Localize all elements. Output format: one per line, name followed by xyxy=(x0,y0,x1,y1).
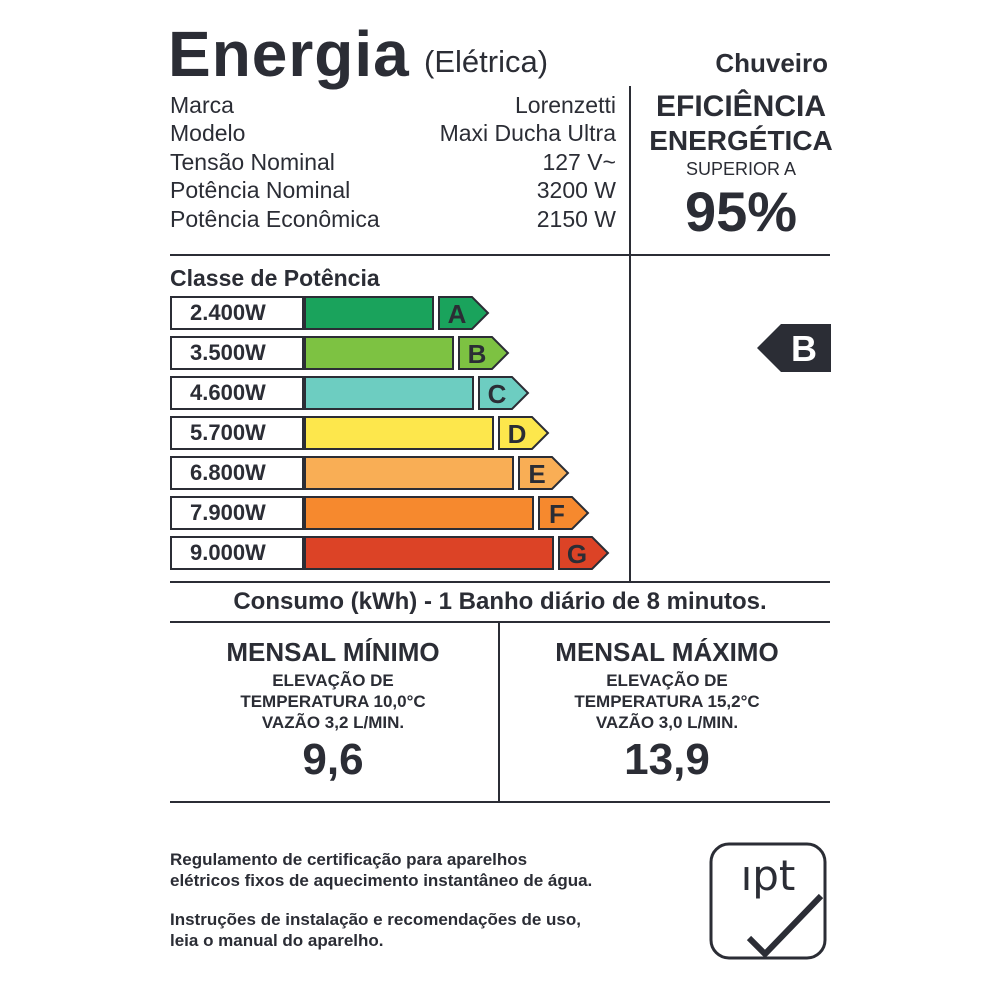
power-class-arrow: A xyxy=(438,296,490,330)
power-class-label: 2.400W xyxy=(170,296,304,330)
spec-value: 3200 W xyxy=(536,177,616,203)
vertical-divider xyxy=(629,86,631,582)
ipt-logo xyxy=(709,842,827,960)
spec-row-potencia-economica: Potência Econômica 2150 W xyxy=(170,205,616,233)
power-class-label: 6.800W xyxy=(170,456,304,490)
product-type: Chuveiro xyxy=(715,48,828,78)
power-class-row-f: 7.900W F xyxy=(170,496,594,530)
power-class-label: 7.900W xyxy=(170,496,304,530)
power-class-letter: B xyxy=(468,339,487,369)
spec-value: Maxi Ducha Ultra xyxy=(439,120,616,146)
horizontal-divider xyxy=(170,621,830,623)
power-class-bar xyxy=(304,336,454,370)
svg-text:B: B xyxy=(791,328,817,369)
power-class-bar xyxy=(304,536,554,570)
instrucoes-text: Instruções de instalação e recomendações… xyxy=(170,909,710,951)
power-class-letter: G xyxy=(567,539,587,569)
power-class-label: 4.600W xyxy=(170,376,304,410)
maximo-value: 13,9 xyxy=(624,735,710,784)
label-title: Energia xyxy=(168,18,410,90)
selected-class-indicator: B xyxy=(757,324,831,372)
spec-value: 2150 W xyxy=(536,206,616,232)
efficiency-value: 95% xyxy=(684,180,798,243)
spec-row-marca: Marca Lorenzetti xyxy=(170,91,616,119)
power-class-row-a: 2.400W A xyxy=(170,296,494,330)
power-class-arrow: G xyxy=(558,536,610,570)
spec-row-modelo: Modelo Maxi Ducha Ultra xyxy=(170,119,616,147)
power-class-letter: D xyxy=(508,419,527,449)
maximo-line3: VAZÃO 3,0 L/MIN. xyxy=(595,713,739,732)
power-class-bar xyxy=(304,456,514,490)
power-class-letter: C xyxy=(488,379,507,409)
power-class-arrow: E xyxy=(518,456,570,490)
spec-label: Potência Nominal xyxy=(170,177,351,203)
power-class-bar xyxy=(304,496,534,530)
power-class-label: 3.500W xyxy=(170,336,304,370)
minimo-line2: TEMPERATURA 10,0°C xyxy=(240,692,426,711)
power-class-letter: F xyxy=(549,499,565,529)
power-class-arrow: D xyxy=(498,416,550,450)
power-class-letter: E xyxy=(528,459,545,489)
spec-row-tensao: Tensão Nominal 127 V~ xyxy=(170,148,616,176)
minimo-line3: VAZÃO 3,2 L/MIN. xyxy=(261,713,405,732)
spec-value: 127 V~ xyxy=(542,149,616,175)
maximo-line1: ELEVAÇÃO DE xyxy=(606,671,728,690)
power-class-label: 9.000W xyxy=(170,536,304,570)
power-class-bar xyxy=(304,376,474,410)
spec-label: Tensão Nominal xyxy=(170,149,335,175)
regulamento-text: Regulamento de certificação para aparelh… xyxy=(170,849,710,891)
ipt-logo-text: ıpt xyxy=(740,851,796,900)
power-class-arrow: C xyxy=(478,376,530,410)
horizontal-divider xyxy=(170,254,830,256)
efficiency-line1: EFICIÊNCIA xyxy=(655,90,826,123)
spec-label: Marca xyxy=(170,92,234,118)
class-title: Classe de Potência xyxy=(170,265,380,291)
regulamento-line1: Regulamento de certificação para aparelh… xyxy=(170,850,528,869)
power-class-bar xyxy=(304,296,434,330)
power-class-row-c: 4.600W C xyxy=(170,376,534,410)
consumo-title: Consumo (kWh) - 1 Banho diário de 8 minu… xyxy=(233,588,767,615)
horizontal-divider xyxy=(170,581,830,583)
power-class-arrow: B xyxy=(458,336,510,370)
minimo-heading: MENSAL MÍNIMO xyxy=(226,637,440,667)
minimo-value: 9,6 xyxy=(302,735,364,784)
power-class-row-g: 9.000W G xyxy=(170,536,614,570)
power-class-arrow: F xyxy=(538,496,590,530)
instrucoes-line1: Instruções de instalação e recomendações… xyxy=(170,910,581,929)
spec-label: Modelo xyxy=(170,120,246,146)
power-class-bar xyxy=(304,416,494,450)
efficiency-line3: SUPERIOR A xyxy=(685,159,797,179)
consumo-minimo: MENSAL MÍNIMO ELEVAÇÃO DE TEMPERATURA 10… xyxy=(170,636,496,785)
power-class-label: 5.700W xyxy=(170,416,304,450)
power-class-row-d: 5.700W D xyxy=(170,416,554,450)
maximo-line2: TEMPERATURA 15,2°C xyxy=(574,692,760,711)
maximo-heading: MENSAL MÁXIMO xyxy=(555,637,779,667)
regulamento-line2: elétricos fixos de aquecimento instantân… xyxy=(170,871,593,890)
minimo-line1: ELEVAÇÃO DE xyxy=(272,671,394,690)
spec-row-potencia-nominal: Potência Nominal 3200 W xyxy=(170,176,616,204)
power-class-row-e: 6.800W E xyxy=(170,456,574,490)
efficiency-line2: ENERGÉTICA xyxy=(649,125,833,156)
power-class-letter: A xyxy=(448,299,467,329)
consumo-maximo: MENSAL MÁXIMO ELEVAÇÃO DE TEMPERATURA 15… xyxy=(504,636,830,785)
power-class-row-b: 3.500W B xyxy=(170,336,514,370)
spec-value: Lorenzetti xyxy=(514,92,616,118)
spec-label: Potência Econômica xyxy=(170,206,380,232)
instrucoes-line2: leia o manual do aparelho. xyxy=(170,931,384,950)
label-subtitle: (Elétrica) xyxy=(424,44,549,79)
horizontal-divider xyxy=(170,801,830,803)
vertical-divider xyxy=(498,622,500,802)
